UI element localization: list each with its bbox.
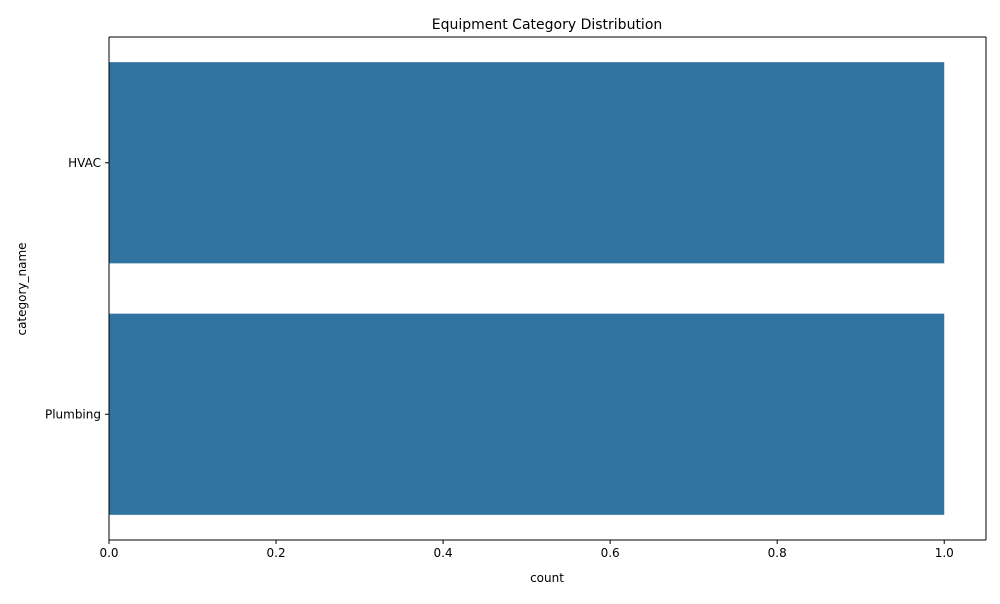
x-tick-label: 1.0 (935, 546, 954, 560)
x-tick-label: 0.4 (434, 546, 453, 560)
x-axis-ticks: 0.0 0.2 0.4 0.6 0.8 1.0 (99, 540, 954, 560)
bars-group (109, 62, 945, 515)
x-tick-label: 0.6 (601, 546, 620, 560)
y-axis-label: category_name (15, 242, 29, 335)
x-axis-label: count (530, 571, 564, 585)
x-tick-label: 0.8 (768, 546, 787, 560)
x-tick-label: 0.0 (99, 546, 118, 560)
chart-title: Equipment Category Distribution (432, 17, 663, 33)
y-tick-label: HVAC (68, 156, 101, 170)
y-axis-ticks: HVAC Plumbing (45, 156, 109, 421)
y-tick-label: Plumbing (45, 407, 101, 421)
bar-plumbing (109, 313, 945, 515)
bar-hvac (109, 62, 945, 264)
x-tick-label: 0.2 (267, 546, 286, 560)
